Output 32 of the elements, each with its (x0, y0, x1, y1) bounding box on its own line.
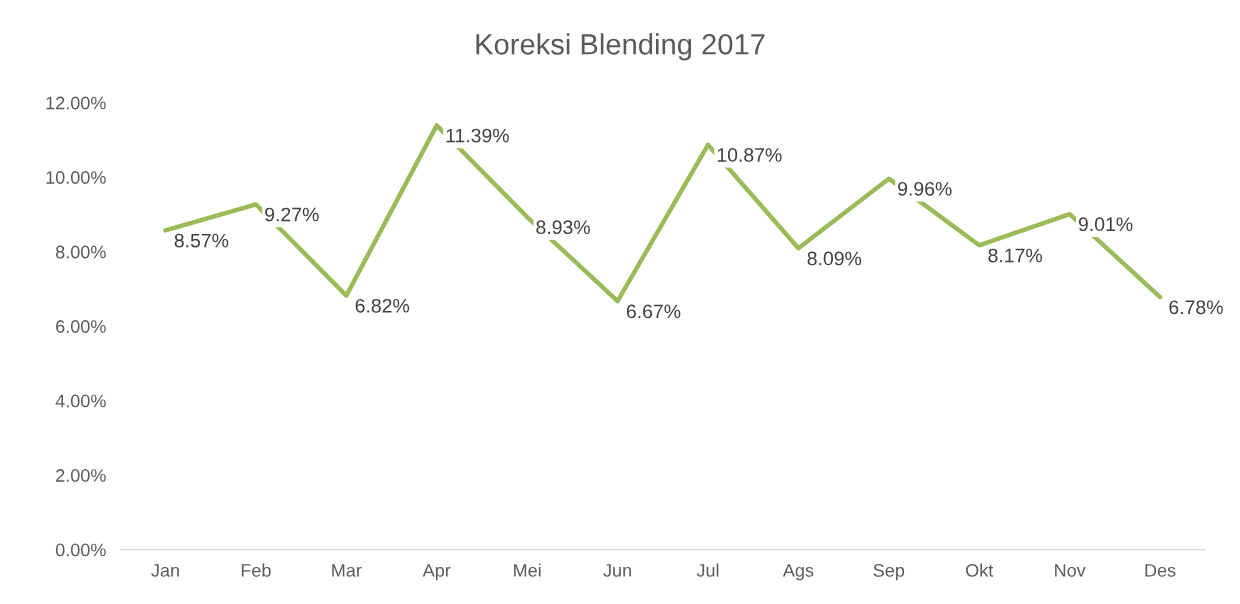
x-tick-label: Okt (966, 563, 994, 577)
data-label: 9.96% (898, 181, 952, 196)
x-tick-label: Mei (514, 563, 541, 577)
x-tick-label: Apr (422, 564, 451, 581)
y-tick-label: 10.00% (46, 171, 106, 184)
y-tick-label: 12.00% (46, 96, 106, 110)
x-tick-label: Jul (696, 563, 719, 577)
y-tick-label: 4.00% (55, 394, 106, 408)
data-label: 6.82% (355, 298, 410, 313)
y-tick-label: 2.00% (56, 469, 106, 482)
data-label: 11.39% (446, 128, 509, 143)
y-tick-label: 8.00% (55, 245, 106, 259)
x-tick-label: Ags (782, 564, 814, 581)
data-label: 9.01% (1078, 217, 1133, 232)
data-label: 9.27% (265, 207, 319, 222)
data-label: 6.78% (1169, 300, 1223, 315)
data-label: 8.57% (174, 233, 229, 248)
x-tick-label: Sep (873, 564, 905, 581)
data-label: 8.93% (536, 220, 590, 235)
data-label: 8.09% (807, 251, 862, 266)
x-tick-label: Feb (241, 563, 271, 577)
data-label: 10.87% (717, 148, 782, 162)
x-tick-label: Nov (1055, 564, 1086, 577)
x-tick-label: Mar (332, 564, 362, 577)
data-label: 8.17% (988, 248, 1043, 263)
data-label: 6.67% (626, 304, 681, 319)
x-tick-label: Jan (151, 564, 179, 577)
x-tick-label: Jun (603, 564, 631, 577)
y-tick-label: 6.00% (56, 320, 106, 333)
chart-title: Koreksi Blending 2017 (476, 33, 765, 61)
y-tick-label: 0.00% (55, 543, 106, 557)
x-tick-label: Des (1145, 564, 1176, 577)
